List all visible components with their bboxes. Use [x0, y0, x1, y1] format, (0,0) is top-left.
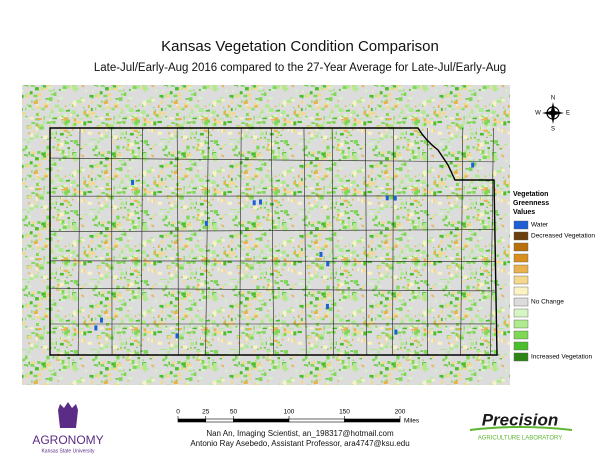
legend-label: Increased Vegetation [531, 354, 592, 361]
legend-title: Values [513, 209, 535, 216]
water-body [319, 252, 322, 257]
legend-label: Decreased Vegetation [531, 233, 595, 240]
wildcat-icon [58, 402, 78, 428]
legend-label: No Change [531, 299, 564, 306]
scale-segment [178, 419, 206, 422]
credit: Nan An, Imaging Scientist, an_198317@hot… [206, 429, 394, 438]
legend-swatch [514, 331, 528, 339]
compass-n: N [551, 96, 555, 102]
legend-swatch [514, 287, 528, 295]
compass-s: S [551, 127, 555, 133]
university-text: Kansas State University [41, 448, 95, 454]
scale-label: 50 [230, 409, 238, 416]
water-body [176, 333, 179, 338]
water-body [131, 180, 134, 185]
legend-label: Water [531, 222, 549, 229]
compass-e: E [566, 111, 570, 117]
scale-label: 200 [395, 409, 406, 416]
agronomy-text: AGRONOMY [32, 433, 103, 447]
compass-star [542, 102, 564, 124]
scale-segment [345, 419, 401, 422]
agronomy-logo: AGRONOMY Kansas State University [32, 402, 103, 454]
compass-w: W [535, 111, 541, 117]
water-body [253, 200, 256, 205]
water-body [386, 195, 389, 200]
legend-swatch [514, 221, 528, 229]
legend-swatch [514, 320, 528, 328]
vegetation-raster [22, 85, 510, 385]
legend-swatch [514, 276, 528, 284]
water-body [326, 304, 329, 309]
credit: Antonio Ray Asebedo, Assistant Professor… [190, 439, 409, 448]
legend-swatch [514, 254, 528, 262]
scale-label: 150 [339, 409, 350, 416]
water-body [394, 196, 397, 201]
water-body [259, 199, 262, 204]
scale-label: 0 [176, 409, 180, 416]
legend-swatch [514, 309, 528, 317]
title: Kansas Vegetation Condition Comparison [161, 38, 439, 55]
scale-segment [234, 419, 290, 422]
legend-swatch [514, 232, 528, 240]
water-body [326, 261, 329, 266]
scale-segment [206, 419, 234, 422]
water-body [205, 221, 208, 226]
legend-swatch [514, 298, 528, 306]
scale-segment [289, 419, 345, 422]
map [22, 85, 510, 385]
water-body [100, 318, 103, 323]
scale-label: 25 [202, 409, 210, 416]
water-body [394, 330, 397, 335]
scale-label: 100 [284, 409, 295, 416]
legend-swatch [514, 265, 528, 273]
water-body [471, 163, 474, 168]
water-body [94, 325, 97, 330]
subtitle: Late-Jul/Early-Aug 2016 compared to the … [94, 62, 506, 74]
scale-unit: Miles [404, 418, 420, 425]
legend-swatch [514, 342, 528, 350]
legend-title: Greenness [513, 200, 549, 207]
legend-swatch [514, 243, 528, 251]
scale-bar: 0 25 50 100 150 200 Miles [176, 409, 420, 425]
legend: Vegetation Greenness Values Water Decreased … [513, 191, 595, 361]
legend-swatch [514, 353, 528, 361]
precision-logo: Precision Agriculture Laboratory [470, 410, 572, 441]
compass: N S E W [535, 96, 570, 133]
legend-title: Vegetation [513, 191, 548, 198]
lab-text: Agriculture Laboratory [478, 436, 563, 442]
